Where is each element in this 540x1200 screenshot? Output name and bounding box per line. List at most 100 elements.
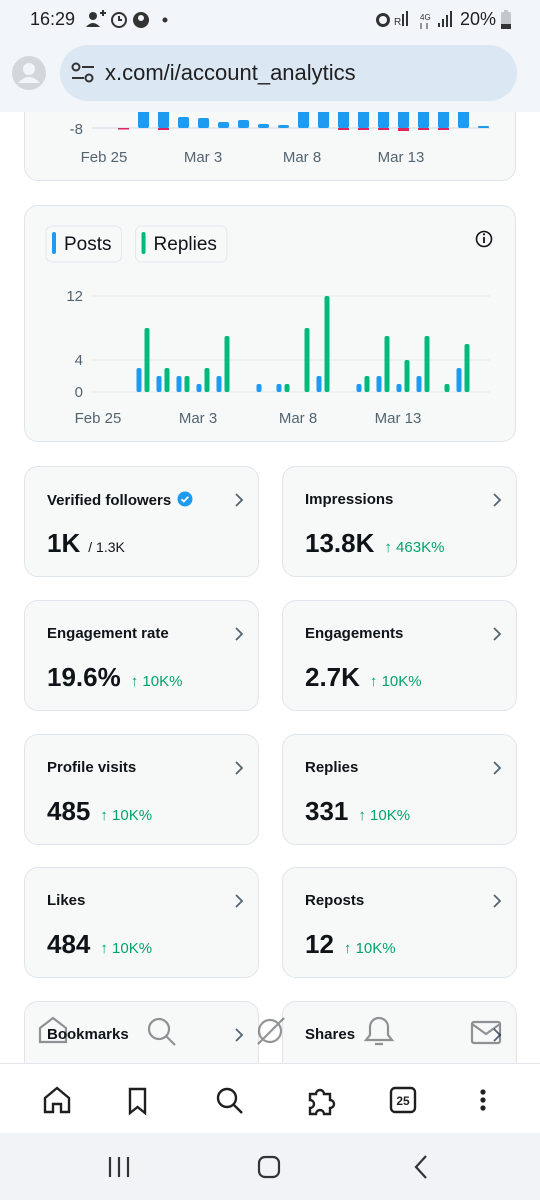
- bar: [384, 336, 390, 392]
- metric-label-text: Engagement rate: [47, 625, 169, 642]
- metric-value: 331 ↑ 10K%: [305, 796, 410, 827]
- legend-item[interactable]: Posts: [45, 225, 123, 263]
- top-red-bars: [118, 128, 449, 131]
- url-text: x.com/i/account_analytics: [105, 60, 356, 85]
- metric-card[interactable]: Reposts 12 ↑ 10K%: [282, 867, 517, 978]
- nav-grok[interactable]: [257, 1017, 285, 1045]
- status-time: 16:29: [30, 9, 76, 29]
- metric-change: ↑ 10K%: [130, 673, 183, 690]
- chevron: [493, 493, 502, 507]
- bar: [136, 368, 142, 392]
- url-bar[interactable]: x.com/i/account_analytics: [60, 45, 517, 101]
- metric-label: Impressions: [305, 491, 393, 508]
- metric-card[interactable]: Likes 484 ↑ 10K%: [24, 867, 259, 978]
- metric-change: ↑ 10K%: [369, 673, 422, 690]
- nav-search[interactable]: [147, 1017, 176, 1046]
- legend-item[interactable]: Replies: [135, 225, 228, 263]
- legend-label: Replies: [154, 234, 217, 255]
- metric-value-text: 331: [305, 796, 349, 826]
- metric-label: Shares: [305, 1026, 355, 1043]
- top-x-tick-label: Mar 3: [184, 149, 222, 166]
- metric-card[interactable]: Impressions 13.8K ↑ 463K%: [282, 466, 517, 577]
- bar: [156, 376, 162, 392]
- chevron: [493, 894, 502, 908]
- chevron: [235, 493, 244, 507]
- toolbar-menu[interactable]: [480, 1089, 486, 1111]
- chevron: [235, 1028, 244, 1042]
- top-blue-bars: [138, 108, 489, 128]
- bar: [144, 328, 150, 392]
- bar: [276, 384, 282, 392]
- y-tick-label: 4: [75, 352, 83, 369]
- legend-swatch: [52, 232, 56, 254]
- nav-home[interactable]: [38, 1016, 68, 1044]
- metric-value: 2.7K ↑ 10K%: [305, 662, 422, 693]
- x-tick-label: Mar 3: [179, 410, 217, 427]
- metric-change: ↑ 10K%: [358, 807, 411, 824]
- toolbar-extensions[interactable]: [308, 1088, 336, 1116]
- bar: [204, 368, 210, 392]
- toolbar-bookmarks[interactable]: [128, 1087, 147, 1116]
- y-tick-label: 12: [66, 288, 83, 305]
- nav-home-button[interactable]: [257, 1155, 281, 1179]
- metric-value-text: 484: [47, 929, 91, 959]
- bar: [424, 336, 430, 392]
- bar: [256, 384, 262, 392]
- metric-card[interactable]: Verified followers 1K / 1.3K: [24, 466, 259, 577]
- metric-change: ↑ 463K%: [384, 539, 445, 556]
- metric-card[interactable]: Engagement rate 19.6% ↑ 10K%: [24, 600, 259, 711]
- bar: [216, 376, 222, 392]
- nav-notifications[interactable]: [363, 1016, 395, 1046]
- system-nav: [0, 1133, 540, 1200]
- nav-recents[interactable]: [108, 1157, 130, 1177]
- status-icons-right: R 4G: [376, 11, 452, 29]
- bar: [444, 384, 450, 392]
- bar: [164, 368, 170, 392]
- x-tick-label: Mar 8: [279, 410, 317, 427]
- battery-icon: [501, 10, 511, 29]
- browser-header: 16:29 R 4G 20% x.com/i/account_analytics: [0, 0, 540, 112]
- tab-count: 25: [396, 1094, 410, 1108]
- svg-text:4G: 4G: [420, 13, 431, 22]
- metric-card[interactable]: Replies 331 ↑ 10K%: [282, 734, 517, 845]
- bar: [184, 376, 190, 392]
- metric-label-text: Engagements: [305, 625, 404, 642]
- nav-back[interactable]: [414, 1155, 427, 1179]
- metric-value: 485 ↑ 10K%: [47, 796, 152, 827]
- metric-change: ↑ 10K%: [100, 807, 153, 824]
- metric-card[interactable]: Engagements 2.7K ↑ 10K%: [282, 600, 517, 711]
- bar: [416, 376, 422, 392]
- site-settings-icon[interactable]: [70, 61, 96, 85]
- x-tick-label: Feb 25: [75, 410, 122, 427]
- metric-label-text: Impressions: [305, 491, 394, 508]
- toolbar-home[interactable]: [43, 1086, 71, 1114]
- chevron: [493, 761, 502, 775]
- chevron: [235, 761, 244, 775]
- metric-secondary: / 1.3K: [88, 539, 125, 555]
- charts: -8 Feb 25 Mar 3 Mar 8 Mar 13 0 4 12 Feb 25 M…: [45, 108, 493, 427]
- bar: [456, 368, 462, 392]
- metric-label: Engagement rate: [47, 625, 169, 642]
- top-x-tick-label: Feb 25: [81, 149, 128, 166]
- metric-label-text: Profile visits: [47, 759, 137, 776]
- metric-label: Verified followers: [47, 491, 193, 509]
- svg-text:R: R: [394, 17, 401, 28]
- metric-label: Profile visits: [47, 759, 136, 776]
- bar: [316, 376, 322, 392]
- system-nav-icons: [108, 1155, 427, 1179]
- metric-value-text: 19.6%: [47, 662, 121, 692]
- bar: [176, 376, 182, 392]
- metric-card[interactable]: Profile visits 485 ↑ 10K%: [24, 734, 259, 845]
- chart-card: [24, 205, 516, 442]
- nav-messages[interactable]: [470, 1020, 502, 1045]
- metric-label: Likes: [47, 892, 85, 909]
- profile-avatar[interactable]: [12, 56, 48, 92]
- metric-value-text: 1K: [47, 528, 81, 558]
- toolbar-tabs[interactable]: [389, 1086, 417, 1114]
- info-icon[interactable]: [475, 230, 493, 248]
- verified-badge: [177, 491, 193, 507]
- metric-label: Reposts: [305, 892, 364, 909]
- toolbar-search[interactable]: [216, 1087, 243, 1114]
